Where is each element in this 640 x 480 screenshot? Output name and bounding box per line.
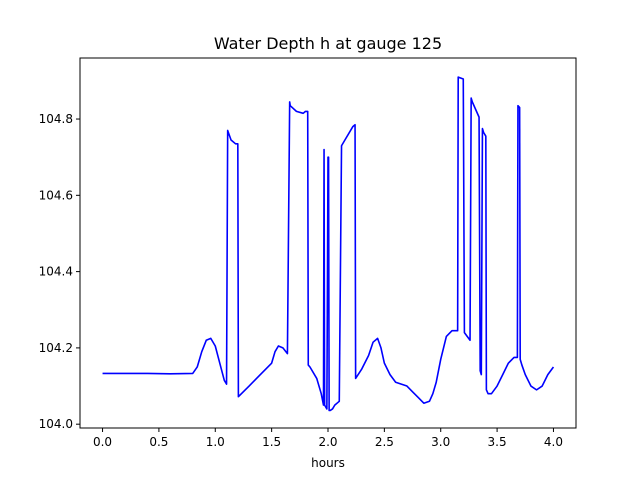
x-axis-label: hours	[311, 456, 345, 470]
y-axis: 104.0 104.2 104.4 104.6 104.8	[39, 112, 80, 431]
y-tick-label: 104.6	[39, 188, 73, 202]
x-axis: 0.0 0.5 1.0 1.5 2.0 2.5 3.0 3.5 4.0	[93, 428, 563, 449]
plot-area	[102, 76, 555, 412]
y-tick-label: 104.2	[39, 341, 73, 355]
y-tick-label: 104.8	[39, 112, 73, 126]
x-tick-label: 4.0	[544, 435, 563, 449]
y-tick-label: 104.0	[39, 417, 73, 431]
x-tick-label: 2.5	[375, 435, 394, 449]
x-tick-label: 1.5	[262, 435, 281, 449]
x-tick-label: 1.0	[206, 435, 225, 449]
x-tick-label: 2.0	[318, 435, 337, 449]
x-tick-label: 0.5	[149, 435, 168, 449]
x-tick-label: 0.0	[93, 435, 112, 449]
y-tick-label: 104.4	[39, 265, 73, 279]
chart-title: Water Depth h at gauge 125	[214, 34, 442, 53]
x-tick-label: 3.0	[431, 435, 450, 449]
x-tick-label: 3.5	[488, 435, 507, 449]
series-line-0	[102, 76, 555, 412]
